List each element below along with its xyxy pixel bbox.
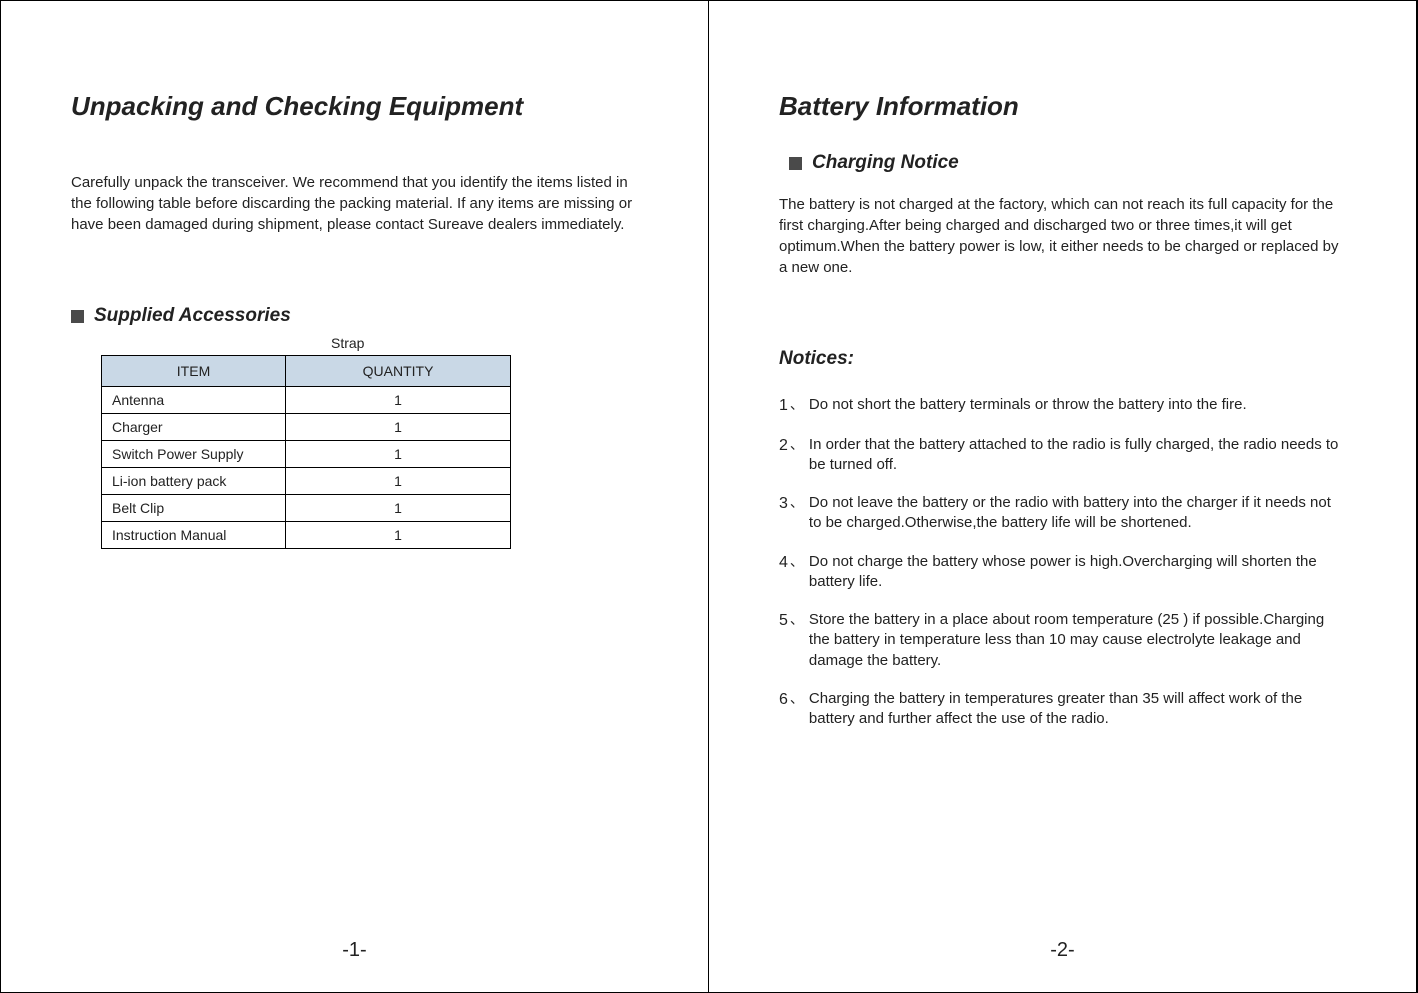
qty-cell: 1 <box>286 468 511 495</box>
notice-item: 3 、 Do not leave the battery or the radi… <box>779 493 1346 534</box>
qty-cell: 1 <box>286 441 511 468</box>
table-row: Instruction Manual 1 <box>102 522 511 549</box>
notice-item: 6 、 Charging the battery in temperatures… <box>779 689 1346 730</box>
notices-heading: Notices: <box>779 348 1346 370</box>
left-page: Unpacking and Checking Equipment Careful… <box>1 1 709 992</box>
item-cell: Switch Power Supply <box>102 441 286 468</box>
item-cell: Antenna <box>102 387 286 414</box>
accessories-table: ITEM QUANTITY Antenna 1 Charger 1 Switch… <box>101 355 511 549</box>
item-cell: Charger <box>102 414 286 441</box>
notice-item: 4 、 Do not charge the battery whose powe… <box>779 552 1346 593</box>
right-page-number: -2- <box>1050 939 1074 962</box>
table-header-row: ITEM QUANTITY <box>102 356 511 387</box>
left-page-number: -1- <box>342 939 366 962</box>
notice-number: 1 <box>779 395 788 417</box>
qty-cell: 1 <box>286 414 511 441</box>
notice-item: 1 、 Do not short the battery terminals o… <box>779 395 1346 417</box>
item-cell: Li-ion battery pack <box>102 468 286 495</box>
notice-text: Store the battery in a place about room … <box>809 610 1346 671</box>
notice-separator: 、 <box>790 493 804 534</box>
right-page: Battery Information Charging Notice The … <box>709 1 1417 992</box>
notice-separator: 、 <box>790 552 804 593</box>
notice-number: 6 <box>779 689 788 730</box>
item-cell: Instruction Manual <box>102 522 286 549</box>
qty-cell: 1 <box>286 387 511 414</box>
charging-notice-label: Charging Notice <box>812 152 959 174</box>
supplied-accessories-label: Supplied Accessories <box>94 305 291 327</box>
notice-text: Do not charge the battery whose power is… <box>809 552 1346 593</box>
quantity-header: QUANTITY <box>286 356 511 387</box>
table-row: Charger 1 <box>102 414 511 441</box>
notice-number: 5 <box>779 610 788 671</box>
qty-cell: 1 <box>286 522 511 549</box>
notice-separator: 、 <box>790 689 804 730</box>
notice-separator: 、 <box>790 395 804 417</box>
notice-text: Do not short the battery terminals or th… <box>809 395 1346 417</box>
table-row: Belt Clip 1 <box>102 495 511 522</box>
charging-paragraph: The battery is not charged at the factor… <box>779 194 1346 278</box>
notice-separator: 、 <box>790 610 804 671</box>
table-row: Switch Power Supply 1 <box>102 441 511 468</box>
notice-separator: 、 <box>790 435 804 476</box>
item-cell: Belt Clip <box>102 495 286 522</box>
notice-item: 5 、 Store the battery in a place about r… <box>779 610 1346 671</box>
supplied-accessories-header: Supplied Accessories <box>71 305 638 327</box>
table-row: Antenna 1 <box>102 387 511 414</box>
notice-number: 3 <box>779 493 788 534</box>
qty-cell: 1 <box>286 495 511 522</box>
intro-paragraph: Carefully unpack the transceiver. We rec… <box>71 172 638 235</box>
square-bullet-icon <box>789 157 802 170</box>
square-bullet-icon <box>71 310 84 323</box>
notice-text: Do not leave the battery or the radio wi… <box>809 493 1346 534</box>
notice-text: In order that the battery attached to th… <box>809 435 1346 476</box>
notice-number: 4 <box>779 552 788 593</box>
notice-item: 2 、 In order that the battery attached t… <box>779 435 1346 476</box>
charging-notice-header: Charging Notice <box>789 152 1346 174</box>
notice-number: 2 <box>779 435 788 476</box>
left-page-heading: Unpacking and Checking Equipment <box>71 91 638 122</box>
item-header: ITEM <box>102 356 286 387</box>
strap-label: Strap <box>331 335 638 351</box>
table-row: Li-ion battery pack 1 <box>102 468 511 495</box>
notice-text: Charging the battery in temperatures gre… <box>809 689 1346 730</box>
right-page-heading: Battery Information <box>779 91 1346 122</box>
